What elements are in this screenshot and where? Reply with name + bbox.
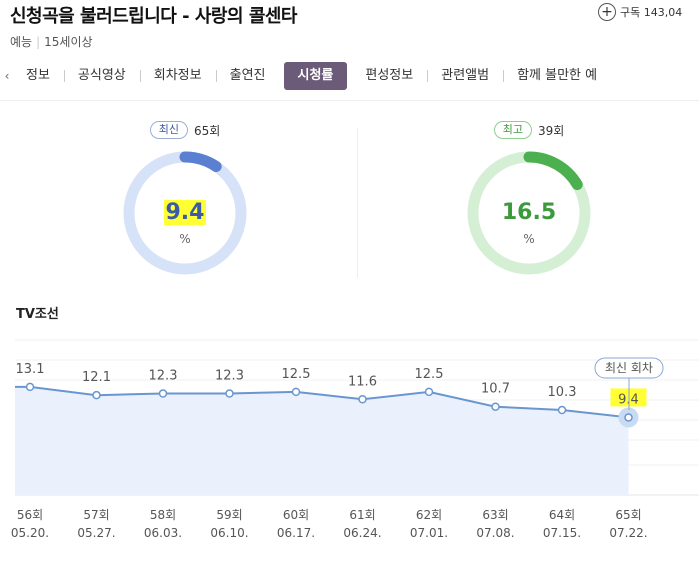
channel-name: TV조선 <box>16 307 59 322</box>
x-tick-date: 06.03. <box>144 526 182 540</box>
series-area <box>15 386 629 495</box>
data-label: 13.1 <box>16 362 45 377</box>
x-tick-date: 07.15. <box>543 526 581 540</box>
divider <box>0 100 699 101</box>
best-donut <box>467 151 591 275</box>
x-tick-episode: 58회 <box>150 508 176 522</box>
x-tick-episode: 60회 <box>283 508 309 522</box>
program-title: 신청곡을 불러드립니다 - 사랑의 콜센타 <box>10 6 298 27</box>
best-rating-unit: % <box>523 232 535 246</box>
latest-badge: 최신 <box>149 121 188 139</box>
tab-schedule[interactable]: 편성정보 <box>365 68 414 83</box>
x-tick-date: 07.08. <box>476 526 514 540</box>
latest-episode-callout: 최신 회차 <box>594 357 664 410</box>
ratings-line-chart: 13.112.112.312.312.511.612.510.710.39.4 … <box>11 339 699 540</box>
data-label: 12.5 <box>282 367 311 382</box>
best-rating-value: 16.5 <box>501 200 557 225</box>
genre-link[interactable]: 예능 <box>10 35 33 49</box>
latest-rating-unit: % <box>179 232 191 246</box>
data-label: 12.3 <box>215 369 244 384</box>
latest-rating-value: 9.4 <box>163 200 207 225</box>
program-meta: 예능 | 15세이상 <box>10 35 93 49</box>
tab-cast[interactable]: 출연진 <box>215 62 280 90</box>
x-tick-date: 06.17. <box>277 526 315 540</box>
data-label: 12.3 <box>149 369 178 384</box>
data-label: 12.5 <box>415 367 444 382</box>
x-tick-date: 06.24. <box>343 526 381 540</box>
x-tick-episode: 61회 <box>349 508 375 522</box>
x-tick-date: 05.20. <box>11 526 49 540</box>
data-label: 12.1 <box>82 370 111 385</box>
x-tick-date: 07.01. <box>410 526 448 540</box>
data-point <box>225 389 234 398</box>
data-point <box>92 390 101 400</box>
subscribe-button[interactable]: + 구독 143,04 <box>598 3 682 21</box>
data-point <box>424 387 434 397</box>
x-tick-episode: 56회 <box>17 508 43 522</box>
x-tick-date: 07.22. <box>609 526 647 540</box>
data-point <box>25 382 35 392</box>
x-tick-date: 06.10. <box>210 526 248 540</box>
data-label: 10.3 <box>548 385 577 400</box>
data-label: 11.6 <box>348 374 377 389</box>
x-tick-episode: 65회 <box>615 508 641 522</box>
x-tick-episode: 62회 <box>416 508 442 522</box>
tab-episodes[interactable]: 회차정보 <box>139 62 216 90</box>
x-tick-episode: 64회 <box>549 508 575 522</box>
data-point <box>557 405 567 415</box>
tab-ratings[interactable]: 시청률 <box>283 62 348 90</box>
latest-donut <box>123 151 247 275</box>
x-tick-date: 05.27. <box>77 526 115 540</box>
data-label: 10.7 <box>481 382 510 397</box>
plus-icon: + <box>598 3 616 21</box>
data-point <box>291 387 301 397</box>
stat-divider <box>357 128 358 278</box>
x-tick-episode: 63회 <box>482 508 508 522</box>
tab-related[interactable]: 함께 볼만한 예 <box>503 62 611 90</box>
age-rating: 15세이상 <box>44 35 93 49</box>
best-episode: 39회 <box>537 123 565 138</box>
data-point <box>491 402 500 411</box>
tab-bar: ‹ 정보 공식영상 회차정보 출연진 시청률 편성정보 관련앨범 함께 볼만한 … <box>0 58 699 94</box>
subscribe-label: 구독 <box>620 6 641 19</box>
tab-albums[interactable]: 관련앨범 <box>427 62 503 90</box>
latest-rating-card: 최신 65회 9.4 % <box>115 120 255 278</box>
tab-info[interactable]: 정보 <box>26 68 50 83</box>
tab-official-video[interactable]: 공식영상 <box>63 62 140 90</box>
x-tick-episode: 59회 <box>216 508 242 522</box>
data-point <box>358 395 367 404</box>
best-badge: 최고 <box>493 121 532 139</box>
latest-callout-label: 최신 회차 <box>605 361 653 375</box>
best-rating-card: 최고 39회 16.5 % <box>459 120 599 278</box>
x-tick-episode: 57회 <box>83 508 109 522</box>
data-point <box>158 389 168 398</box>
subscribe-count: 143,04 <box>643 5 683 19</box>
chevron-left-icon[interactable]: ‹ <box>4 69 10 83</box>
data-point <box>624 413 633 422</box>
latest-episode: 65회 <box>193 123 221 138</box>
